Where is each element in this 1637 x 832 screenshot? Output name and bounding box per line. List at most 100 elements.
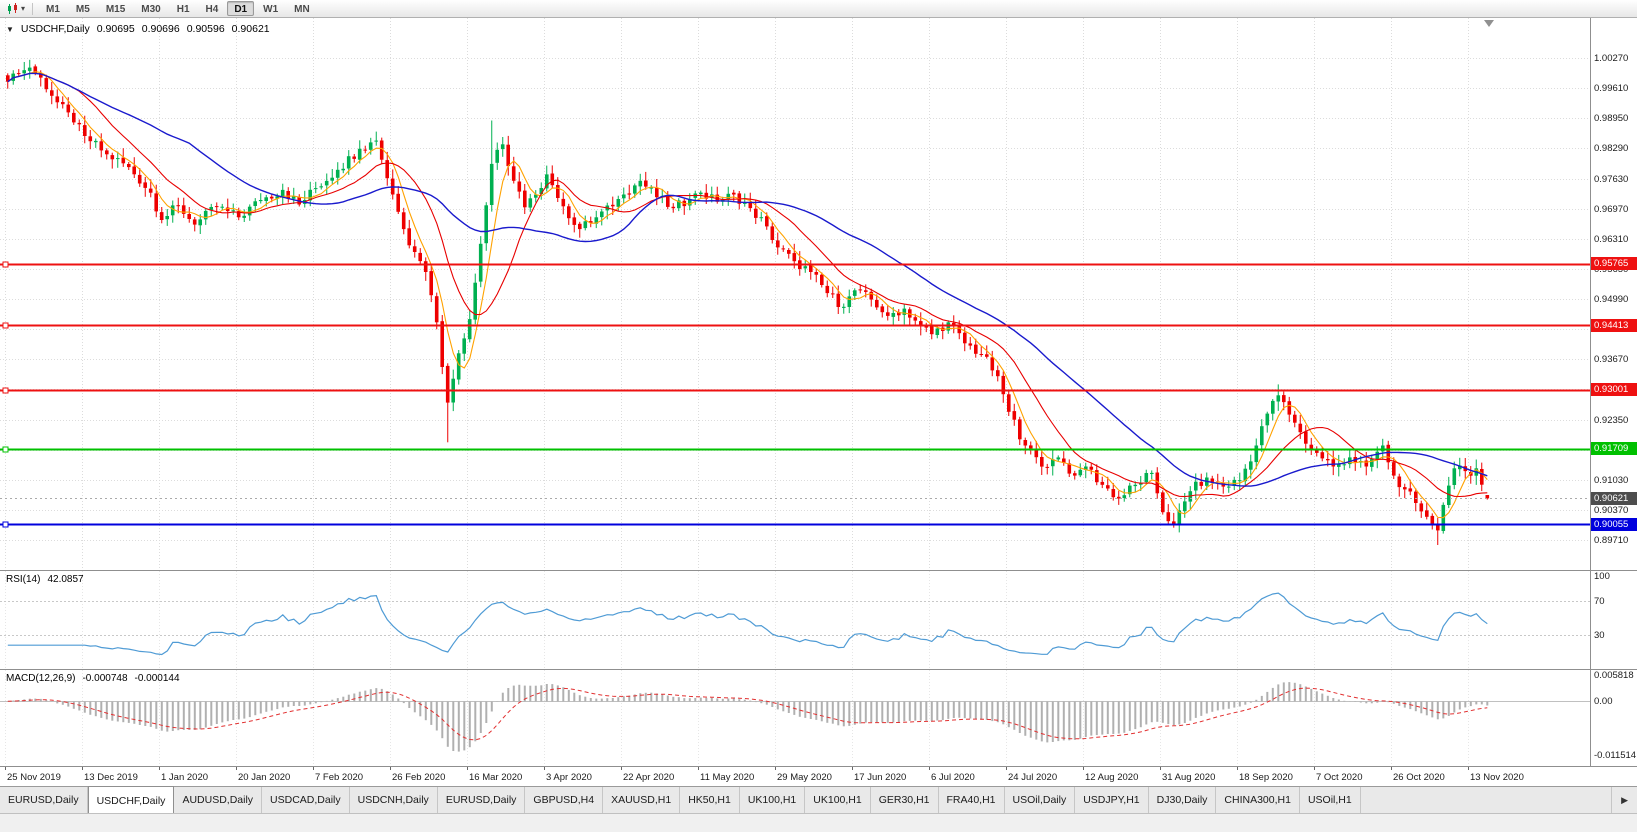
date-axis-label: 26 Feb 2020 (392, 772, 446, 783)
chart-tab-usoil-daily[interactable]: USOil,Daily (1005, 787, 1076, 813)
timeframe-button-m15[interactable]: M15 (105, 4, 126, 15)
chart-tabbar: EURUSD,Daily USDCHF,Daily AUDUSD,Daily USDC… (0, 786, 1637, 813)
chart-tab-eurusd-daily[interactable]: EURUSD,Daily (438, 787, 526, 813)
moving-average-5 (7, 71, 1488, 519)
date-axis-label: 6 Jul 2020 (931, 772, 975, 783)
arrow-right-icon: ▶ (1621, 794, 1628, 805)
date-axis-label: 26 Oct 2020 (1393, 772, 1445, 783)
hline-handle[interactable] (2, 521, 9, 528)
date-tick (467, 767, 468, 770)
price-badge-0.94413: 0.94413 (1591, 318, 1637, 332)
price-axis-label: 0.90370 (1594, 504, 1629, 516)
timeframe-button-m30[interactable]: M30 (141, 4, 161, 15)
ohlc-high: 0.90696 (141, 23, 180, 35)
timeframe-button-m1[interactable]: M1 (46, 4, 60, 15)
chart-tab-hk50-h1[interactable]: HK50,H1 (680, 787, 740, 813)
macd-signal-value: -0.000144 (134, 673, 180, 684)
timeframe-button-h4[interactable]: H4 (205, 4, 219, 15)
chart-symbol-label: USDCHF,Daily (20, 23, 90, 35)
chart-tab-dj30-daily[interactable]: DJ30,Daily (1149, 787, 1217, 813)
date-axis-label: 13 Nov 2020 (1470, 772, 1524, 783)
timeframe-button-m5[interactable]: M5 (75, 4, 90, 15)
rsi-value: 42.0857 (47, 574, 84, 585)
chart-tab-eurusd-daily[interactable]: EURUSD,Daily (0, 787, 88, 813)
macd-scale[interactable]: 0.005818 0.00 -0.011514 (1590, 670, 1637, 766)
price-axis-label: 0.96970 (1594, 203, 1629, 215)
timeframe-button-h1[interactable]: H1 (176, 4, 190, 15)
candles-layer (6, 59, 1490, 545)
date-tick (390, 767, 391, 770)
rsi-axis-label-30: 30 (1594, 629, 1605, 641)
symbol-marker-icon[interactable]: ▼ (6, 24, 14, 34)
toolbar-separator (32, 2, 34, 15)
moving-average-34 (7, 72, 1488, 487)
chart-tab-uk100-h1[interactable]: UK100,H1 (740, 787, 806, 813)
chart-tab-usdjpy-h1[interactable]: USDJPY,H1 (1075, 787, 1149, 813)
timeframe-button-mn[interactable]: MN (294, 4, 310, 15)
date-axis-label: 20 Jan 2020 (238, 772, 291, 783)
rsi-line (7, 592, 1488, 656)
date-tick (621, 767, 622, 770)
price-scale[interactable]: 1.00270 0.99610 0.98950 0.98290 0.97630 0.969… (1590, 18, 1637, 570)
candlestick-chart-icon (8, 2, 17, 14)
caret-down-icon: ▾ (21, 4, 26, 13)
date-axis-label: 24 Jul 2020 (1008, 772, 1058, 783)
chart-type-button[interactable]: ▾ (4, 1, 27, 17)
hline-handle[interactable] (2, 387, 9, 394)
chart-tab-uk100-h1[interactable]: UK100,H1 (805, 787, 871, 813)
macd-canvas[interactable] (0, 670, 1590, 767)
hline-handle[interactable] (2, 446, 9, 453)
macd-histogram (6, 682, 1489, 752)
price-axis-label: 0.94990 (1594, 294, 1629, 305)
price-axis-label: 0.92350 (1594, 414, 1629, 426)
chart-tab-xauusd-h1[interactable]: XAUUSD,H1 (603, 787, 681, 813)
chart-tab-gbpusd-h4[interactable]: GBPUSD,H4 (525, 787, 604, 813)
status-bar (0, 813, 1637, 832)
price-axis-label: 0.98290 (1594, 143, 1629, 155)
main-chart-canvas[interactable] (0, 18, 1590, 570)
price-axis-label: 0.89710 (1594, 535, 1629, 546)
rsi-axis-label-100: 100 (1594, 571, 1610, 582)
current-price-badge: 0.90621 (1591, 491, 1637, 505)
rsi-scale[interactable]: 100 70 30 (1590, 571, 1637, 669)
price-axis-label: 1.00270 (1594, 53, 1629, 64)
hline-handle[interactable] (2, 261, 9, 268)
main-chart-panel[interactable]: ▼ USDCHF,Daily 0.90695 0.90696 0.90596 0… (0, 18, 1637, 570)
date-tick (698, 767, 699, 770)
chart-tab-usdcnh-daily[interactable]: USDCNH,Daily (350, 787, 438, 813)
macd-signal-line (7, 687, 1488, 741)
date-tick (544, 767, 545, 770)
ohlc-close: 0.90621 (231, 23, 270, 35)
timeframe-button-w1[interactable]: W1 (263, 4, 279, 15)
chart-tab-audusd-daily[interactable]: AUDUSD,Daily (174, 787, 263, 813)
chart-tab-fra40-h1[interactable]: FRA40,H1 (939, 787, 1005, 813)
rsi-canvas[interactable] (0, 571, 1590, 670)
timeframe-button-d1[interactable]: D1 (227, 1, 255, 16)
date-axis-label: 3 Apr 2020 (546, 772, 592, 783)
date-tick (1006, 767, 1007, 770)
chart-tab-ger30-h1[interactable]: GER30,H1 (871, 787, 939, 813)
price-badge-0.90055: 0.90055 (1591, 517, 1637, 531)
macd-main-value: -0.000748 (82, 673, 128, 684)
rsi-label: RSI(14) (6, 574, 41, 585)
date-axis-label: 25 Nov 2019 (7, 772, 61, 783)
rsi-panel[interactable]: RSI(14) 42.0857 100 70 30 (0, 570, 1637, 670)
macd-axis-label: 0.005818 (1594, 670, 1634, 681)
date-axis[interactable]: 25 Nov 2019 13 Dec 2019 1 Jan 2020 20 Jan 2… (0, 766, 1637, 786)
rsi-title: RSI(14) 42.0857 (6, 574, 84, 585)
price-axis-label: 0.91030 (1594, 474, 1629, 486)
date-tick (82, 767, 83, 770)
chart-tab-china300-h1[interactable]: CHINA300,H1 (1216, 787, 1300, 813)
chart-tab-usdcad-daily[interactable]: USDCAD,Daily (262, 787, 350, 813)
tab-scroll-right-button[interactable]: ▶ (1611, 787, 1637, 813)
chart-tab-usdchf-daily[interactable]: USDCHF,Daily (87, 786, 175, 813)
date-axis-label: 13 Dec 2019 (84, 772, 138, 783)
hline-handle[interactable] (2, 322, 9, 329)
price-badge-0.95765: 0.95765 (1591, 257, 1637, 271)
chart-shift-marker[interactable] (1484, 20, 1494, 27)
price-axis-label: 0.96310 (1594, 233, 1629, 245)
chart-tab-usoil-h1[interactable]: USOil,H1 (1300, 787, 1361, 813)
macd-panel[interactable]: MACD(12,26,9) -0.000748 -0.000144 0.0058… (0, 669, 1637, 767)
date-tick (5, 767, 6, 770)
date-tick (159, 767, 160, 770)
